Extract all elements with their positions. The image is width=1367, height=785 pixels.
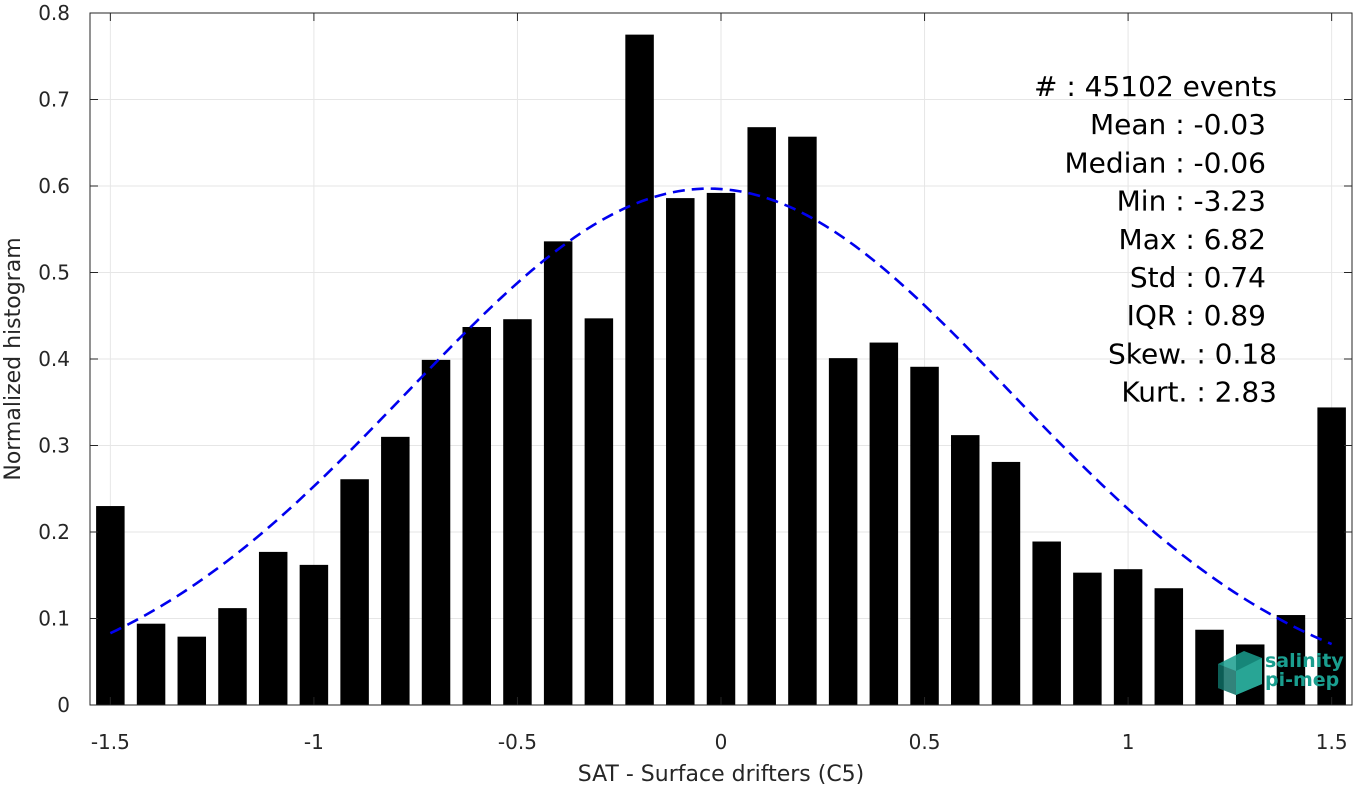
histogram-bar bbox=[828, 358, 858, 705]
histogram-bar bbox=[1154, 588, 1184, 705]
statistics-box: # : 45102 events Mean : -0.03 Median : -0.… bbox=[1034, 70, 1277, 409]
logo-line1: salinity bbox=[1265, 650, 1344, 672]
stat-line: IQR : 0.89 bbox=[1127, 299, 1266, 332]
stat-line: Kurt. : 2.83 bbox=[1121, 376, 1277, 409]
histogram-bar bbox=[462, 326, 491, 705]
stat-line: Skew. : 0.18 bbox=[1108, 337, 1277, 370]
y-tick-label: 0.4 bbox=[38, 347, 70, 371]
x-tick-label: 0.5 bbox=[909, 730, 941, 754]
histogram-bar bbox=[543, 241, 573, 706]
y-tick-label: 0.1 bbox=[38, 607, 70, 631]
stat-line: Min : -3.23 bbox=[1117, 185, 1266, 218]
histogram-bar bbox=[788, 136, 817, 705]
y-tick-label: 0.7 bbox=[38, 88, 70, 112]
histogram-bar bbox=[910, 366, 939, 705]
x-tick-label: 0 bbox=[715, 730, 728, 754]
x-axis-ticks: -1.5 -1 -0.5 0 0.5 1 1.5 bbox=[91, 13, 1348, 754]
salinity-pi-mep-logo: salinity pi-mep bbox=[1218, 650, 1344, 695]
histogram-bar bbox=[177, 636, 207, 705]
histogram-bar bbox=[1032, 541, 1061, 705]
histogram-bar bbox=[218, 608, 247, 705]
stat-line: Max : 6.82 bbox=[1119, 223, 1266, 256]
y-tick-label: 0.8 bbox=[38, 1, 70, 25]
gaussian-fit-line bbox=[109, 187, 1333, 646]
y-axis-ticks: 0 0.1 0.2 0.3 0.4 0.5 0.6 0.7 0.8 bbox=[38, 1, 1352, 717]
histogram-bar bbox=[1317, 407, 1346, 705]
histogram-bar bbox=[421, 359, 451, 705]
x-tick-label: -1 bbox=[304, 730, 324, 754]
y-axis-label: Normalized histogram bbox=[1, 237, 26, 480]
histogram-bar bbox=[584, 318, 614, 705]
y-tick-label: 0.6 bbox=[38, 174, 70, 198]
x-tick-label: 1.5 bbox=[1316, 730, 1348, 754]
histogram-bar bbox=[625, 34, 654, 705]
bars bbox=[96, 34, 1346, 706]
cube-icon bbox=[1218, 651, 1262, 695]
y-tick-label: 0.5 bbox=[38, 261, 70, 285]
stat-line: Mean : -0.03 bbox=[1090, 108, 1266, 141]
histogram-bar bbox=[991, 461, 1021, 705]
histogram-bar bbox=[299, 564, 329, 705]
histogram-bar bbox=[96, 506, 125, 705]
histogram-bar bbox=[258, 551, 288, 705]
y-tick-label: 0.2 bbox=[38, 520, 70, 544]
y-tick-label: 0.3 bbox=[38, 434, 70, 458]
x-axis-label: SAT - Surface drifters (C5) bbox=[578, 762, 865, 785]
histogram-bar bbox=[381, 436, 410, 705]
histogram-bar bbox=[136, 623, 166, 705]
histogram-bar bbox=[706, 192, 736, 706]
histogram-bar bbox=[747, 127, 776, 706]
y-tick-label: 0 bbox=[57, 693, 70, 717]
logo-line2: pi-mep bbox=[1265, 669, 1339, 691]
histogram-bar bbox=[869, 342, 899, 705]
stat-line: Median : -0.06 bbox=[1064, 146, 1266, 179]
stat-line: Std : 0.74 bbox=[1130, 261, 1266, 294]
histogram-bar bbox=[503, 319, 532, 705]
histogram-bar bbox=[340, 479, 369, 705]
x-tick-label: -0.5 bbox=[498, 730, 537, 754]
histogram-bar bbox=[951, 435, 980, 705]
stat-line: # : 45102 events bbox=[1034, 70, 1277, 103]
histogram-bar bbox=[1073, 572, 1102, 705]
x-tick-label: 1 bbox=[1122, 730, 1135, 754]
x-tick-label: -1.5 bbox=[91, 730, 130, 754]
histogram-bar bbox=[666, 198, 695, 706]
histogram-bar bbox=[1113, 569, 1143, 705]
